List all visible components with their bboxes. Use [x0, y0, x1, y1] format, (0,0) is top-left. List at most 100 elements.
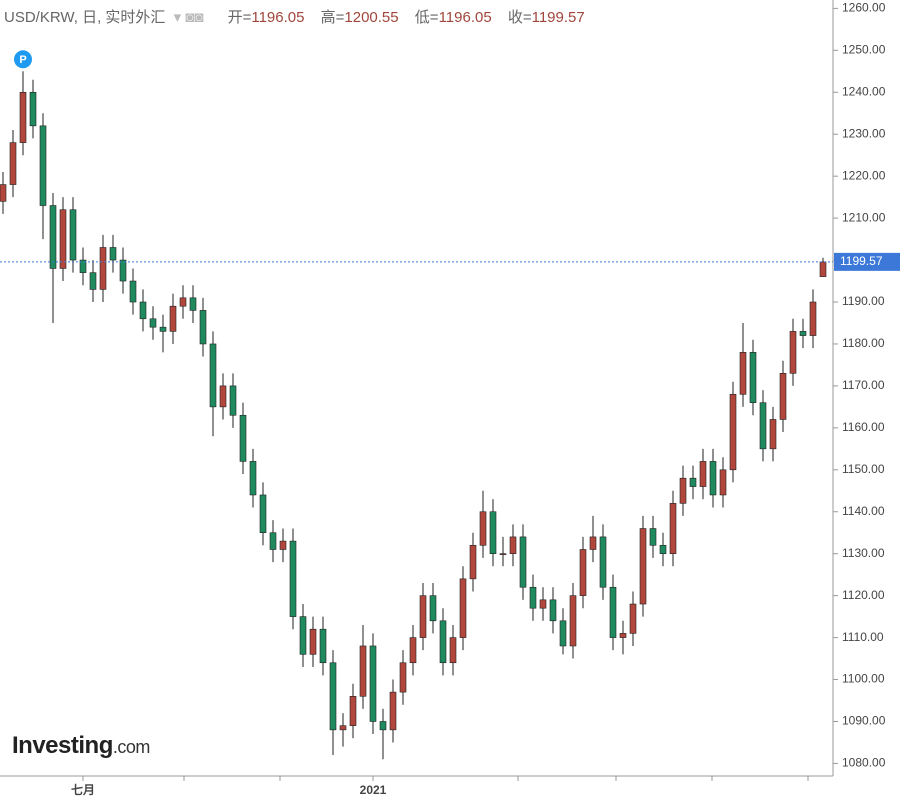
candle-body — [429, 595, 437, 622]
candle-body — [289, 540, 297, 617]
candle-body — [319, 628, 327, 664]
candle-body — [109, 247, 117, 261]
candle-body — [589, 536, 597, 550]
candle-body — [529, 586, 537, 609]
candle-body — [309, 628, 317, 655]
y-tick-label: 1130.00 — [842, 546, 885, 560]
candle-body — [199, 310, 207, 345]
candle-body — [489, 511, 497, 554]
candle-body — [369, 645, 377, 722]
candle-body — [789, 331, 797, 374]
candle-body — [239, 414, 247, 462]
candle-body — [219, 385, 227, 408]
x-axis-ticks — [183, 776, 809, 781]
candle-body — [209, 343, 217, 408]
candle-body — [379, 721, 387, 731]
candle-body — [519, 536, 527, 588]
marker-dot — [14, 50, 32, 69]
candle-body — [299, 616, 307, 655]
candle-body — [809, 301, 817, 336]
y-tick-label: 1250.00 — [842, 43, 886, 57]
candle-body — [39, 125, 47, 206]
candle-body — [29, 91, 37, 127]
open-label: 开= — [227, 9, 252, 26]
candle-body — [409, 637, 417, 664]
candle-body — [49, 205, 57, 269]
candle-body — [229, 385, 237, 416]
candle-body — [69, 209, 77, 261]
candle-body — [819, 261, 827, 277]
candle-body — [639, 528, 647, 605]
candle-body — [659, 544, 667, 554]
candle-body — [469, 544, 477, 580]
y-tick-label: 1100.00 — [842, 672, 885, 686]
low-value: 1196.05 — [438, 9, 492, 26]
candle-body — [159, 326, 167, 332]
candle-body — [59, 209, 67, 269]
candle-body — [699, 461, 707, 487]
candle-body — [339, 725, 347, 731]
marker-label: P — [19, 54, 26, 66]
candle-body — [279, 540, 287, 550]
candle-body — [669, 503, 677, 554]
y-tick-label: 1210.00 — [842, 210, 886, 224]
candle-body — [549, 599, 557, 622]
candle-body — [329, 662, 337, 731]
close-label: 收= — [507, 9, 532, 26]
last-price-label: 1199.57 — [840, 254, 883, 268]
y-tick-label: 1230.00 — [842, 126, 886, 140]
high-value: 1200.55 — [344, 9, 399, 26]
candle-body — [479, 511, 487, 546]
close-value: 1199.57 — [531, 9, 585, 26]
high-label: 高= — [320, 9, 345, 26]
candle-body — [119, 259, 127, 282]
watermark: Investing.com — [12, 732, 150, 760]
candle-body — [709, 461, 717, 496]
candle-body — [679, 477, 687, 504]
candle-body — [569, 595, 577, 647]
candle-body — [19, 91, 27, 143]
candle-body — [389, 691, 397, 731]
y-tick-label: 1170.00 — [842, 378, 885, 392]
candle-body — [89, 272, 97, 290]
candle-body — [169, 305, 177, 332]
candle-body — [359, 645, 367, 697]
candle-body — [99, 247, 107, 290]
y-tick-label: 1240.00 — [842, 84, 886, 98]
symbol: USD/KRW, 日, 实时外汇 — [4, 9, 166, 26]
candle-body — [139, 301, 147, 320]
y-tick-label: 1110.00 — [842, 630, 884, 644]
candle-body — [719, 469, 727, 496]
candle-body — [629, 603, 637, 634]
y-tick-label: 1120.00 — [842, 588, 885, 602]
x-tick-label: 2021 — [360, 783, 387, 797]
candle-body — [9, 142, 17, 185]
candle-body — [189, 297, 197, 311]
candle-body — [749, 352, 757, 403]
candle-body — [499, 553, 507, 555]
open-value: 1196.05 — [251, 9, 305, 26]
candle-body — [729, 393, 737, 471]
candle-body — [179, 297, 187, 307]
candle-body — [689, 477, 697, 487]
candle-body — [779, 373, 787, 420]
candle-body — [449, 637, 457, 664]
candle-body — [799, 331, 807, 336]
candle-body — [539, 599, 547, 609]
candle-body — [579, 549, 587, 596]
candle-body — [609, 586, 617, 638]
candle-body — [349, 696, 357, 726]
y-tick-label: 1190.00 — [842, 294, 885, 308]
candle-body — [619, 633, 627, 638]
candle-body — [649, 528, 657, 546]
candle-body — [759, 402, 767, 450]
candle-body — [769, 419, 777, 450]
candle-body — [249, 461, 257, 496]
candle-body — [459, 578, 467, 638]
candle-body — [439, 620, 447, 664]
candle-body — [259, 494, 267, 534]
candle-body — [149, 318, 157, 328]
y-tick-label: 1150.00 — [842, 462, 885, 476]
candle-body — [269, 532, 277, 550]
